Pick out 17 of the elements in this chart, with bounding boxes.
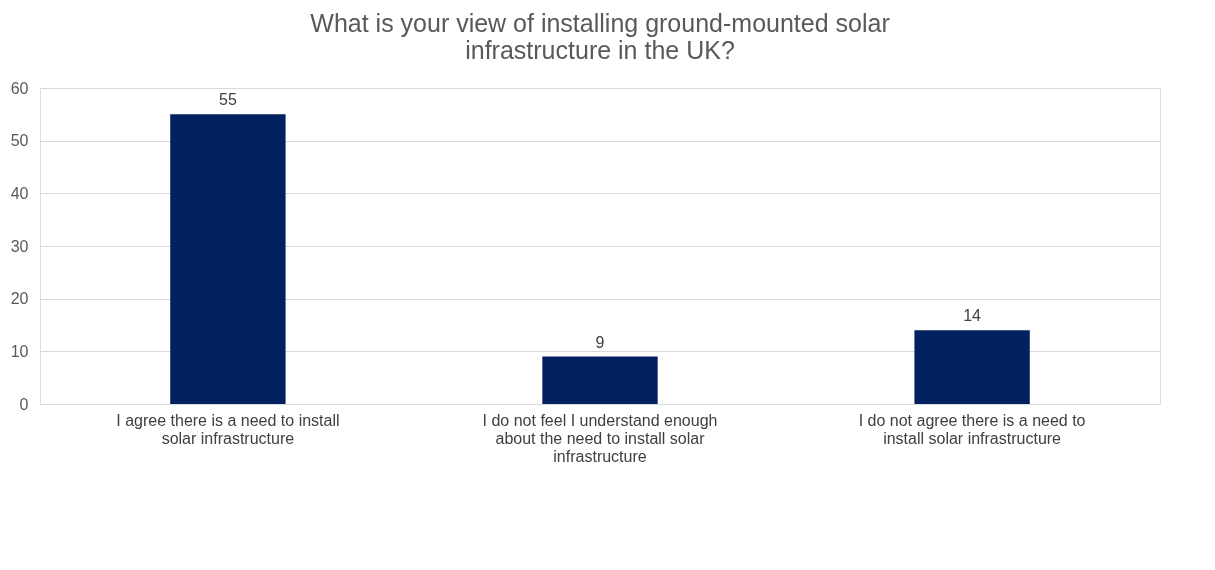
y-tick-label: 60: [10, 79, 29, 97]
y-tick-label: 50: [10, 132, 29, 150]
y-tick-label: 40: [10, 184, 29, 202]
chart-title: What is your view of installing ground-mounted solar infrastructure in the UK?: [310, 9, 890, 64]
data-label: 55: [219, 91, 237, 109]
x-tick-label: I do not agree there is a need to install solar infrastructure: [858, 411, 1086, 447]
y-tick-label: 10: [10, 342, 29, 360]
y-tick-label: 0: [19, 395, 29, 413]
y-tick-label: 30: [10, 237, 29, 255]
y-tick-label: 20: [10, 290, 29, 308]
bar: [170, 114, 286, 404]
bar: [914, 330, 1030, 404]
bar: [542, 356, 658, 404]
data-label: 14: [963, 307, 982, 325]
x-tick-label: I do not feel I understand enough about the need to install solar infrastructure: [482, 411, 718, 465]
data-label: 9: [595, 333, 605, 351]
x-tick-label: I agree there is a need to install solar infrastructure: [116, 411, 340, 447]
